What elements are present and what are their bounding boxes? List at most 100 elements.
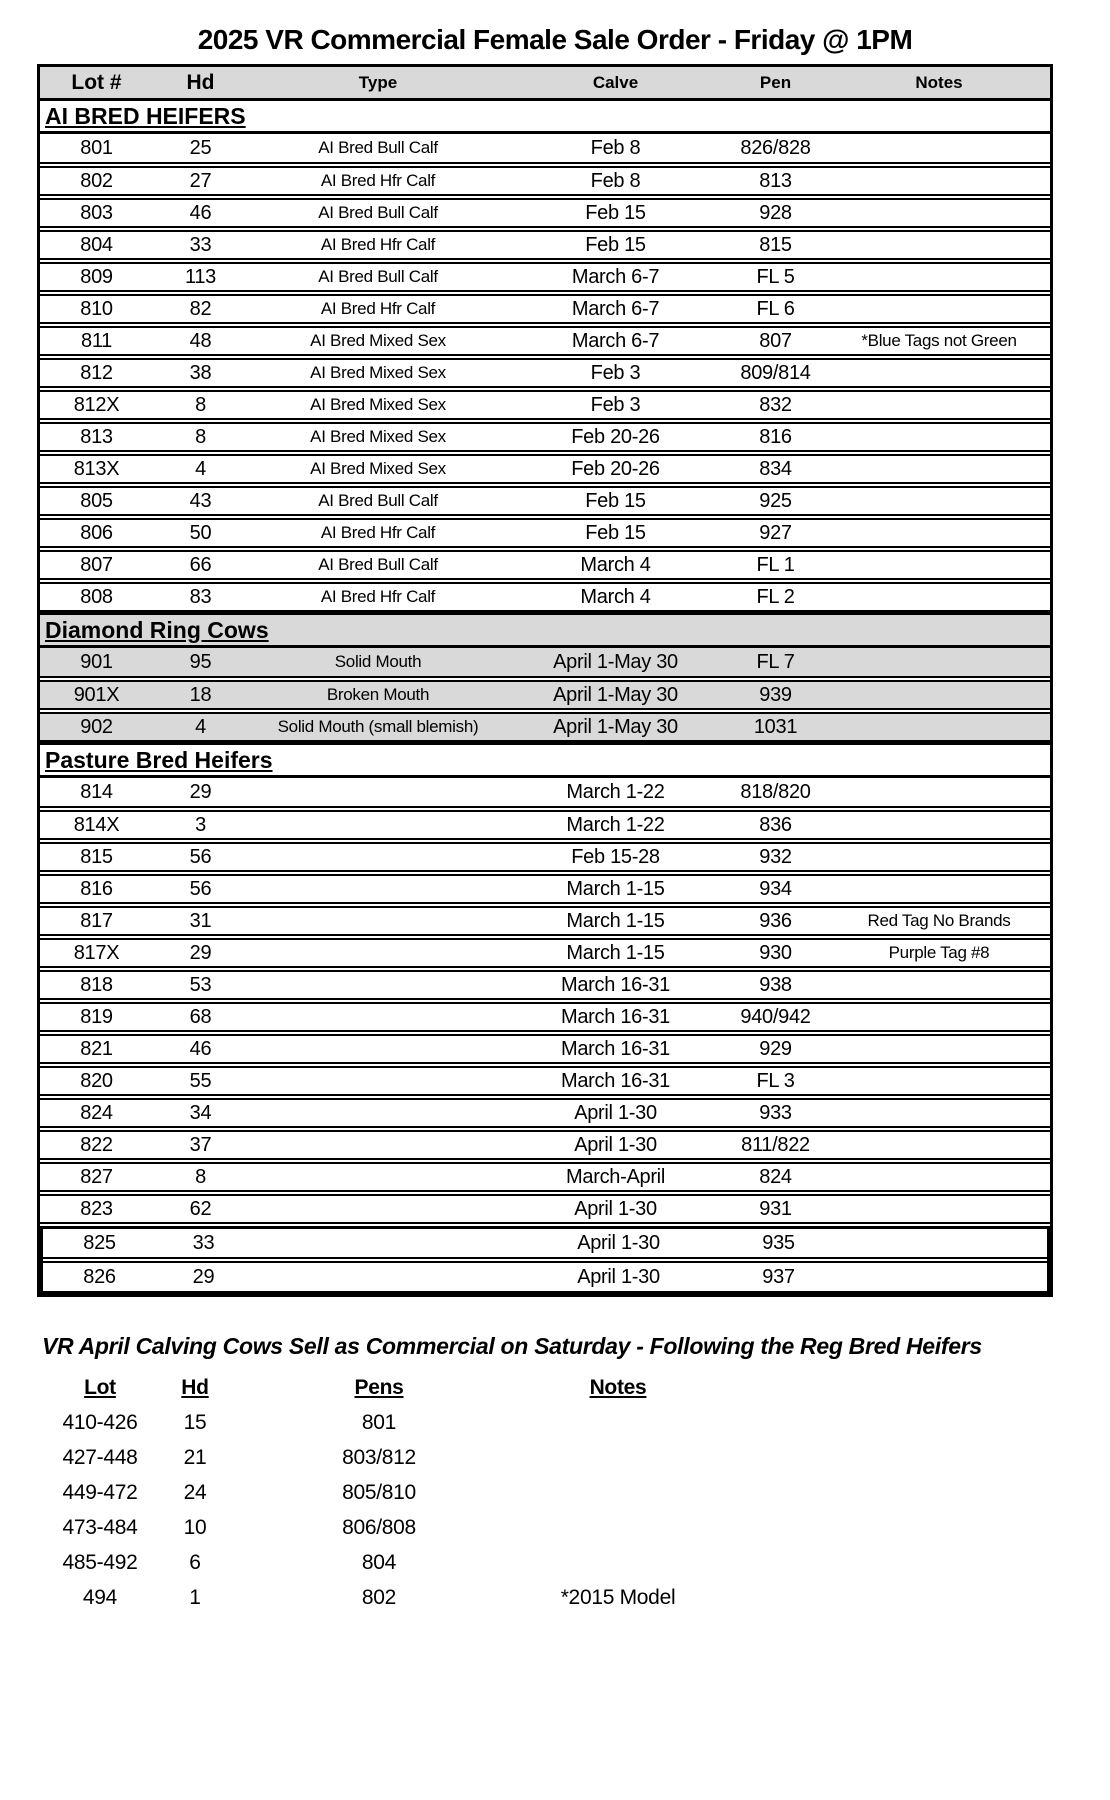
section-header: AI BRED HEIFERS <box>40 101 1050 134</box>
cell-calve: Feb 15 <box>585 489 646 512</box>
footer-table: Lot Hd Pens Notes 410-426 15 801 427-448… <box>42 1376 1062 1610</box>
cell-calve: March 1-15 <box>566 909 665 932</box>
cell-pen: 824 <box>759 1165 792 1188</box>
footer-cell-hd: 15 <box>183 1411 207 1434</box>
cell-calve: April 1-May 30 <box>553 650 678 673</box>
cell-lot: 901X <box>73 683 120 706</box>
footer-cell-pens: 803/812 <box>342 1446 416 1469</box>
cell-lot: 812X <box>73 393 120 416</box>
cell-calve: Feb 8 <box>590 136 641 159</box>
section: Pasture Bred Heifers 814 29 March 1-22 8… <box>40 742 1050 1294</box>
cell-type: Broken Mouth <box>326 685 430 704</box>
table-row: 813 8 AI Bred Mixed Sex Feb 20-26 816 <box>40 422 1050 452</box>
cell-notes: Red Tag No Brands <box>867 911 1011 930</box>
cell-hd: 29 <box>189 941 212 964</box>
table-row: 817X 29 March 1-15 930 Purple Tag #8 <box>40 938 1050 968</box>
footer-cell-lot: 473-484 <box>62 1516 138 1539</box>
cell-calve: Feb 8 <box>590 169 641 192</box>
table-row: 802 27 AI Bred Hfr Calf Feb 8 813 <box>40 166 1050 196</box>
cell-type: AI Bred Hfr Calf <box>320 299 436 318</box>
footer-cell-hd: 10 <box>183 1516 207 1539</box>
cell-pen: 933 <box>759 1101 792 1124</box>
table-row: 812 38 AI Bred Mixed Sex Feb 3 809/814 <box>40 358 1050 388</box>
footer-cell-hd: 1 <box>189 1586 201 1609</box>
table-row: 826 29 April 1-30 937 <box>43 1261 1047 1291</box>
column-header-notes: Notes <box>915 72 963 92</box>
table-row: 811 48 AI Bred Mixed Sex March 6-7 807 *… <box>40 326 1050 356</box>
cell-hd: 46 <box>189 1037 212 1060</box>
table-row: 813X 4 AI Bred Mixed Sex Feb 20-26 834 <box>40 454 1050 484</box>
footer-cell-pens: 805/810 <box>342 1481 416 1504</box>
cell-pen: 836 <box>759 813 792 836</box>
table-sections: AI BRED HEIFERS 801 25 AI Bred Bull Calf… <box>40 101 1050 1294</box>
cell-type: AI Bred Mixed Sex <box>310 363 446 382</box>
cell-type: AI Bred Hfr Calf <box>320 523 436 542</box>
cell-pen: 925 <box>759 489 792 512</box>
footer-cell-pens: 801 <box>361 1411 397 1434</box>
boxed-row-group: 825 33 April 1-30 935 826 29 April 1-30 … <box>40 1226 1050 1294</box>
cell-calve: April 1-30 <box>577 1231 660 1254</box>
cell-type: AI Bred Bull Calf <box>318 267 438 286</box>
footer-cell-lot: 449-472 <box>62 1481 138 1504</box>
cell-lot: 819 <box>80 1005 113 1028</box>
cell-lot: 817 <box>80 909 113 932</box>
cell-lot: 820 <box>80 1069 113 1092</box>
cell-pen: FL 3 <box>756 1069 795 1092</box>
section-rows: 901 95 Solid Mouth April 1-May 30 FL 7 9… <box>40 648 1050 742</box>
cell-calve: March 16-31 <box>561 1005 670 1028</box>
cell-calve: Feb 20-26 <box>571 457 660 480</box>
cell-pen: 809/814 <box>740 361 811 384</box>
cell-hd: 33 <box>192 1231 215 1254</box>
table-row: 804 33 AI Bred Hfr Calf Feb 15 815 <box>40 230 1050 260</box>
cell-type: AI Bred Mixed Sex <box>310 459 446 478</box>
cell-lot: 816 <box>80 877 113 900</box>
footer-cell-hd: 21 <box>183 1446 207 1469</box>
cell-lot: 817X <box>73 941 120 964</box>
cell-pen: 811/822 <box>741 1133 810 1156</box>
cell-calve: April 1-May 30 <box>553 683 678 706</box>
footer-column-header-lot: Lot <box>84 1376 116 1399</box>
footer-cell-notes <box>526 1516 710 1540</box>
table-row: 809 113 AI Bred Bull Calf March 6-7 FL 5 <box>40 262 1050 292</box>
cell-type: AI Bred Hfr Calf <box>320 587 436 606</box>
table-row: 810 82 AI Bred Hfr Calf March 6-7 FL 6 <box>40 294 1050 324</box>
cell-calve: March 1-22 <box>566 813 665 836</box>
footer-cell-pens: 804 <box>361 1551 397 1574</box>
cell-lot: 815 <box>80 845 113 868</box>
cell-hd: 83 <box>189 585 212 608</box>
cell-pen: FL 6 <box>756 297 795 320</box>
cell-hd: 27 <box>189 169 212 192</box>
cell-calve: March 16-31 <box>561 973 670 996</box>
cell-hd: 34 <box>189 1101 212 1124</box>
footer-cell-notes <box>526 1446 710 1470</box>
cell-pen: 940/942 <box>740 1005 811 1028</box>
cell-hd: 95 <box>189 650 212 673</box>
section-header: Pasture Bred Heifers <box>40 745 1050 778</box>
cell-hd: 55 <box>189 1069 212 1092</box>
cell-hd: 3 <box>195 813 206 836</box>
section-title: Pasture Bred Heifers <box>45 746 273 773</box>
cell-hd: 8 <box>195 393 206 416</box>
cell-calve: March-April <box>566 1165 665 1188</box>
table-row: 814 29 March 1-22 818/820 <box>40 778 1050 808</box>
table-row: 818 53 March 16-31 938 <box>40 970 1050 1000</box>
table-row: 815 56 Feb 15-28 932 <box>40 842 1050 872</box>
footer-cell-hd: 24 <box>183 1481 207 1504</box>
section-header: Diamond Ring Cows <box>40 615 1050 648</box>
cell-type: AI Bred Mixed Sex <box>310 331 446 350</box>
footer-cell-lot: 410-426 <box>62 1411 138 1434</box>
section-rows: 814 29 March 1-22 818/820 814X 3 March 1… <box>40 778 1050 1294</box>
cell-type: AI Bred Mixed Sex <box>310 395 446 414</box>
section: AI BRED HEIFERS 801 25 AI Bred Bull Calf… <box>40 101 1050 612</box>
cell-lot: 808 <box>80 585 113 608</box>
table-row: 824 34 April 1-30 933 <box>40 1098 1050 1128</box>
cell-notes: *Blue Tags not Green <box>861 331 1017 350</box>
cell-pen: 938 <box>759 973 792 996</box>
table-row: 823 62 April 1-30 931 <box>40 1194 1050 1224</box>
cell-pen: 1031 <box>753 715 798 738</box>
table-row: 808 83 AI Bred Hfr Calf March 4 FL 2 <box>40 582 1050 612</box>
cell-hd: 8 <box>195 1165 206 1188</box>
cell-calve: March 16-31 <box>561 1037 670 1060</box>
cell-type: AI Bred Hfr Calf <box>320 235 436 254</box>
